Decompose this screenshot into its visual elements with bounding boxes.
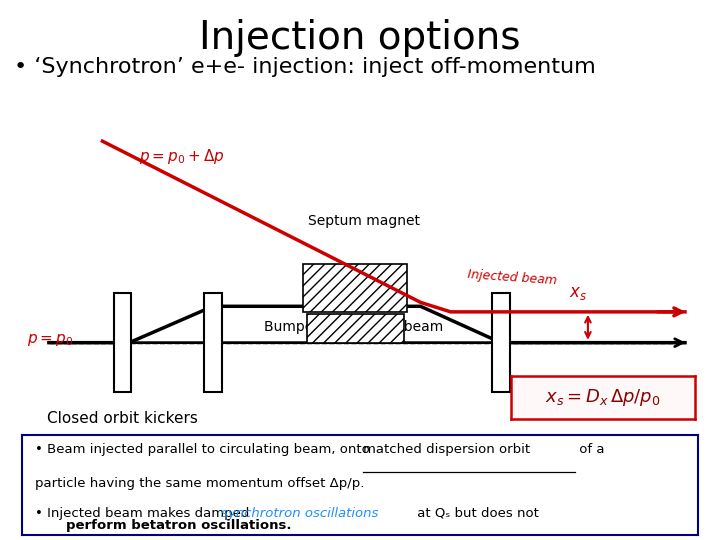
Bar	[114, 293, 131, 392]
Text: of a: of a	[575, 443, 605, 456]
Text: $x_s$: $x_s$	[569, 284, 587, 302]
Bar	[303, 264, 407, 312]
Bar	[307, 314, 404, 343]
Text: Injected beam: Injected beam	[467, 268, 558, 287]
Text: Bumped circulating beam: Bumped circulating beam	[264, 320, 444, 334]
Text: • Beam injected parallel to circulating beam, onto: • Beam injected parallel to circulating …	[35, 443, 374, 456]
Text: $p = p_0$: $p = p_0$	[27, 333, 73, 348]
Text: perform betatron oscillations.: perform betatron oscillations.	[66, 518, 291, 531]
Text: particle having the same momentum offset Δp/p.: particle having the same momentum offset…	[35, 477, 364, 490]
Text: $x_s = D_x\,\Delta p/p_0$: $x_s = D_x\,\Delta p/p_0$	[545, 387, 661, 408]
Text: at Qₛ but does not: at Qₛ but does not	[413, 507, 539, 519]
Text: matched dispersion orbit: matched dispersion orbit	[363, 443, 530, 456]
Bar	[204, 293, 222, 392]
Bar	[492, 293, 510, 392]
Text: $p = p_0 + \Delta p$: $p = p_0 + \Delta p$	[139, 147, 225, 166]
Text: • Injected beam makes damped: • Injected beam makes damped	[35, 507, 253, 519]
Text: • ‘Synchrotron’ e+e- injection: inject off-momentum: • ‘Synchrotron’ e+e- injection: inject o…	[14, 57, 596, 77]
Text: synchrotron oscillations: synchrotron oscillations	[221, 507, 379, 519]
Text: Injection options: Injection options	[199, 19, 521, 57]
Text: Closed orbit kickers: Closed orbit kickers	[47, 411, 198, 427]
Text: Septum magnet: Septum magnet	[307, 214, 420, 228]
